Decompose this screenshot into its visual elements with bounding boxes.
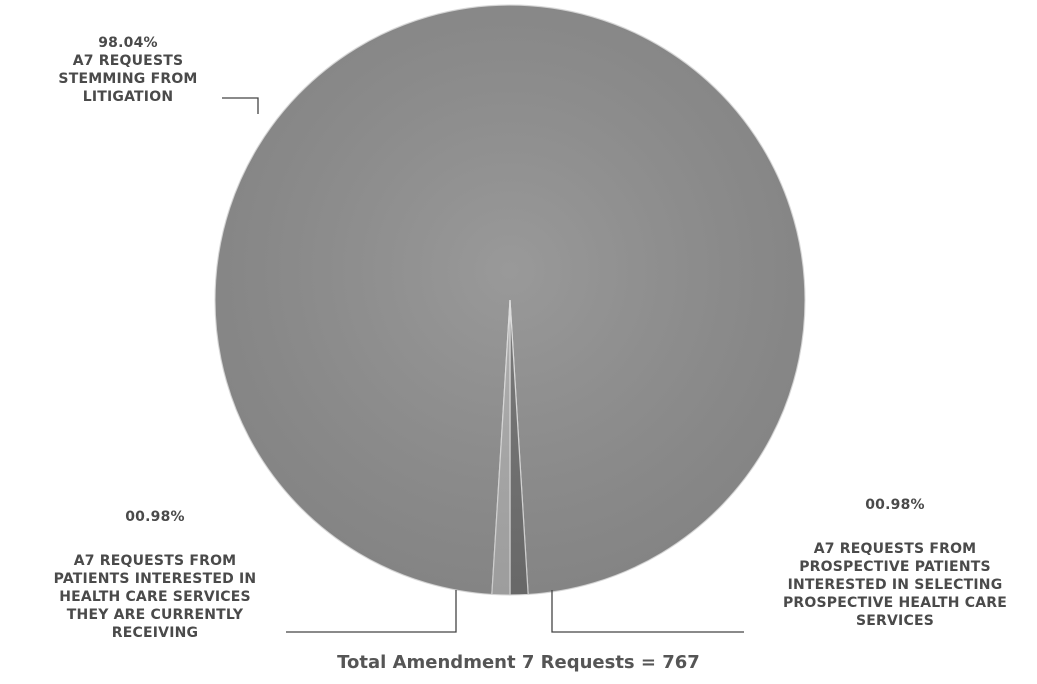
slice-desc-prospective-services: A7 REQUESTS FROM PROSPECTIVE PATIENTS IN… <box>782 541 1008 629</box>
slice-label-prospective-services: 00.98% A7 REQUESTS FROM PROSPECTIVE PATI… <box>760 496 1030 630</box>
slice-label-current-services: 00.98% A7 REQUESTS FROM PATIENTS INTERES… <box>40 508 270 642</box>
leader-line-litigation <box>222 97 259 114</box>
slice-percent-litigation: 98.04% <box>98 35 158 51</box>
leader-line-current <box>286 590 457 633</box>
slice-percent-current-services: 00.98% <box>125 509 185 525</box>
slice-desc-current-services: A7 REQUESTS FROM PATIENTS INTERESTED IN … <box>53 553 257 641</box>
chart-total-caption: Total Amendment 7 Requests = 767 <box>337 652 700 673</box>
slice-desc-litigation: A7 REQUESTS STEMMING FROM LITIGATION <box>58 53 198 105</box>
slice-label-litigation: 98.04% A7 REQUESTS STEMMING FROM LITIGAT… <box>28 34 228 106</box>
leader-line-prospective <box>551 590 744 633</box>
slice-percent-prospective-services: 00.98% <box>865 497 925 513</box>
